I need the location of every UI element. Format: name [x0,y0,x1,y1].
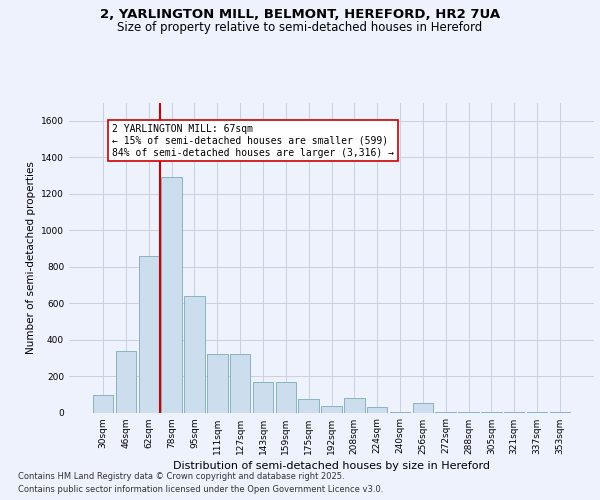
Bar [161,178,182,412]
Bar [230,354,250,412]
Bar [139,256,159,412]
Bar [93,395,113,412]
Bar [344,398,365,412]
Text: 2 YARLINGTON MILL: 67sqm
← 15% of semi-detached houses are smaller (599)
84% of : 2 YARLINGTON MILL: 67sqm ← 15% of semi-d… [112,124,394,158]
Text: Contains public sector information licensed under the Open Government Licence v3: Contains public sector information licen… [18,485,383,494]
Bar [298,399,319,412]
Bar [367,407,388,412]
Bar [184,296,205,412]
Text: Contains HM Land Registry data © Crown copyright and database right 2025.: Contains HM Land Registry data © Crown c… [18,472,344,481]
Y-axis label: Number of semi-detached properties: Number of semi-detached properties [26,161,35,354]
Text: 2, YARLINGTON MILL, BELMONT, HEREFORD, HR2 7UA: 2, YARLINGTON MILL, BELMONT, HEREFORD, H… [100,8,500,20]
Bar [413,404,433,412]
X-axis label: Distribution of semi-detached houses by size in Hereford: Distribution of semi-detached houses by … [173,460,490,470]
Bar [253,382,273,412]
Bar [275,382,296,412]
Bar [321,406,342,412]
Bar [116,350,136,412]
Bar [207,354,227,412]
Text: Size of property relative to semi-detached houses in Hereford: Size of property relative to semi-detach… [118,21,482,34]
